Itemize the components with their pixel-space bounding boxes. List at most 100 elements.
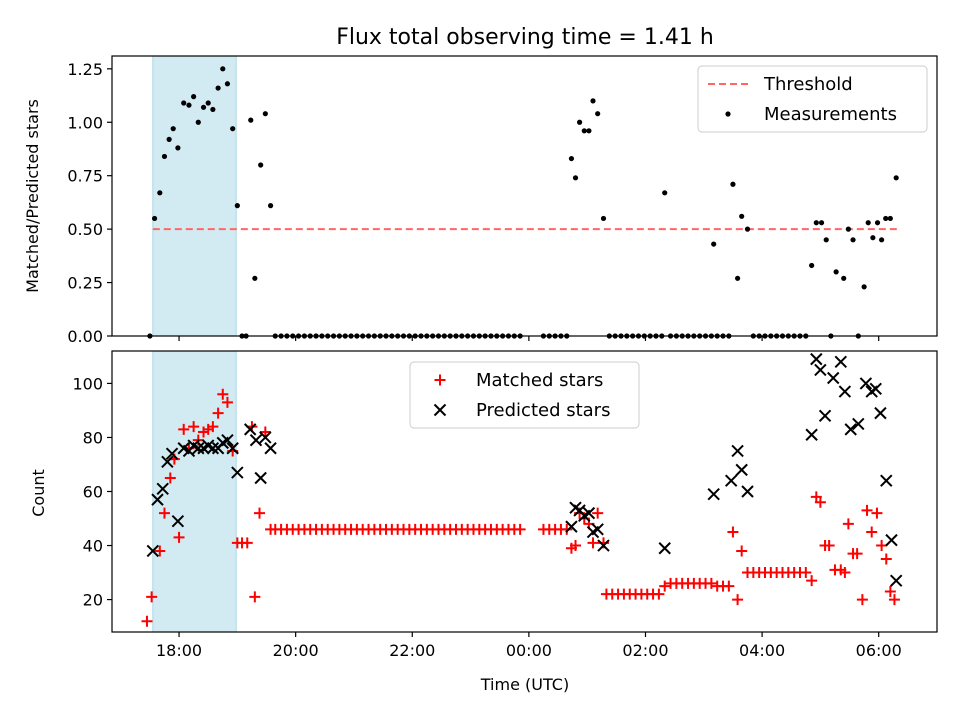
legend-marker <box>434 374 446 386</box>
chart-marks <box>141 66 903 627</box>
y-tick-label: 60 <box>83 483 103 502</box>
y-tick-label: 1.00 <box>67 113 103 132</box>
data-point <box>212 407 224 419</box>
data-point <box>254 471 267 485</box>
series-predicted-stars <box>146 352 903 587</box>
data-point <box>859 377 873 390</box>
data-point <box>217 388 229 400</box>
data-point <box>865 220 871 226</box>
y-tick-label: 40 <box>83 537 103 556</box>
data-point <box>856 594 868 606</box>
data-point <box>658 542 671 555</box>
y-tick-label: 0.00 <box>67 327 103 346</box>
data-point <box>226 442 239 455</box>
data-point <box>576 119 583 125</box>
x-tick-label: 20:00 <box>273 641 319 660</box>
data-point <box>813 220 819 226</box>
legend-marker <box>725 111 731 117</box>
data-point <box>205 100 211 106</box>
data-point <box>151 215 158 222</box>
data-point <box>161 153 168 160</box>
data-point <box>723 580 735 592</box>
data-point <box>800 567 812 579</box>
data-point <box>262 111 268 117</box>
series-measurements <box>147 66 899 339</box>
data-point <box>221 396 233 408</box>
data-point <box>600 215 607 222</box>
x-tick-label: 04:00 <box>739 641 785 660</box>
data-point <box>879 237 885 243</box>
data-point <box>739 213 745 219</box>
data-point <box>870 235 876 241</box>
data-point <box>880 553 892 565</box>
data-point <box>823 540 835 552</box>
data-point <box>171 515 185 528</box>
data-point <box>889 574 903 587</box>
shaded-interval-top <box>152 55 237 337</box>
data-point <box>736 545 748 557</box>
data-point <box>597 539 610 552</box>
legend-box <box>409 361 640 429</box>
data-point <box>231 466 244 479</box>
data-point <box>570 540 582 552</box>
data-point <box>806 575 818 587</box>
data-point <box>568 155 575 162</box>
data-point <box>592 507 604 519</box>
data-point <box>809 262 815 269</box>
data-point <box>888 594 900 606</box>
marks-panel-bottom <box>141 352 903 627</box>
data-point <box>146 544 160 558</box>
data-point <box>207 421 219 433</box>
data-point <box>151 493 164 506</box>
data-point <box>561 523 573 535</box>
data-point <box>259 431 272 444</box>
data-point <box>156 482 169 496</box>
data-point <box>866 526 878 538</box>
data-point <box>883 215 889 222</box>
data-point <box>838 385 852 398</box>
data-point <box>818 409 832 423</box>
legend-marker <box>433 403 447 417</box>
legend-box <box>697 65 928 133</box>
data-point <box>707 487 720 501</box>
data-point <box>887 215 893 222</box>
data-point <box>852 417 865 431</box>
chart-legends: Threshold Measurements Matched stars Predic… <box>409 65 928 429</box>
data-point <box>884 585 896 597</box>
data-point <box>861 504 873 516</box>
data-point <box>191 94 197 100</box>
data-point <box>230 126 236 132</box>
x-tick-label: 18:00 <box>156 641 202 660</box>
y-tick-label: 1.25 <box>67 60 103 79</box>
data-point <box>259 426 271 438</box>
chart-title: Flux total observing time = 1.41 h <box>336 25 714 50</box>
legend-label: Predicted stars <box>476 400 610 421</box>
data-point <box>705 577 717 589</box>
data-point <box>861 284 867 290</box>
y-tick-label: 80 <box>83 428 103 447</box>
data-point <box>243 423 257 436</box>
data-point <box>234 203 240 209</box>
legend-bottom: Matched stars Predicted stars <box>409 361 640 429</box>
y-tick-label: 20 <box>83 591 103 610</box>
data-point <box>164 472 176 484</box>
data-point <box>851 548 863 560</box>
data-point <box>595 111 601 117</box>
data-point <box>572 175 579 181</box>
data-point <box>252 275 258 281</box>
marks-panel-top <box>147 66 899 339</box>
data-point <box>735 275 741 281</box>
data-point <box>590 98 596 104</box>
data-point <box>662 190 668 196</box>
data-point <box>880 474 893 487</box>
x-tick-label: 02:00 <box>622 641 668 660</box>
data-point <box>818 220 825 226</box>
y-axis-label-bottom: Count <box>29 469 48 517</box>
data-point <box>210 106 216 113</box>
data-point <box>264 442 277 455</box>
data-point <box>731 444 744 458</box>
data-point <box>161 455 174 468</box>
data-point <box>175 145 181 151</box>
data-point <box>730 181 736 187</box>
